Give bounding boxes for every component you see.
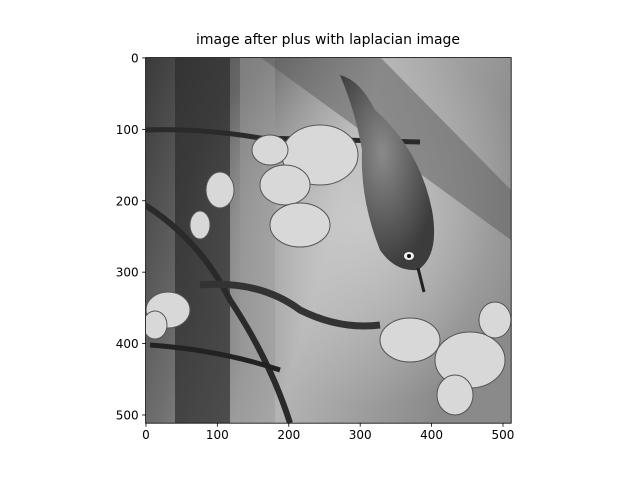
chart-title: image after plus with laplacian image <box>196 32 460 48</box>
y-tick-label: 300 <box>116 266 139 280</box>
axes-frame <box>145 57 512 424</box>
x-tick-label: 400 <box>420 428 443 442</box>
x-tick-label: 0 <box>142 428 150 442</box>
y-tick-label: 400 <box>116 337 139 351</box>
y-tick-label: 200 <box>116 194 139 208</box>
x-tick-label: 300 <box>349 428 372 442</box>
x-tick-label: 200 <box>277 428 300 442</box>
y-tick-label: 0 <box>131 51 139 65</box>
image <box>145 57 512 424</box>
y-tick-label: 500 <box>116 408 139 422</box>
x-tick-label: 500 <box>492 428 515 442</box>
y-tick-label: 100 <box>116 123 139 137</box>
x-tick-label: 100 <box>206 428 229 442</box>
